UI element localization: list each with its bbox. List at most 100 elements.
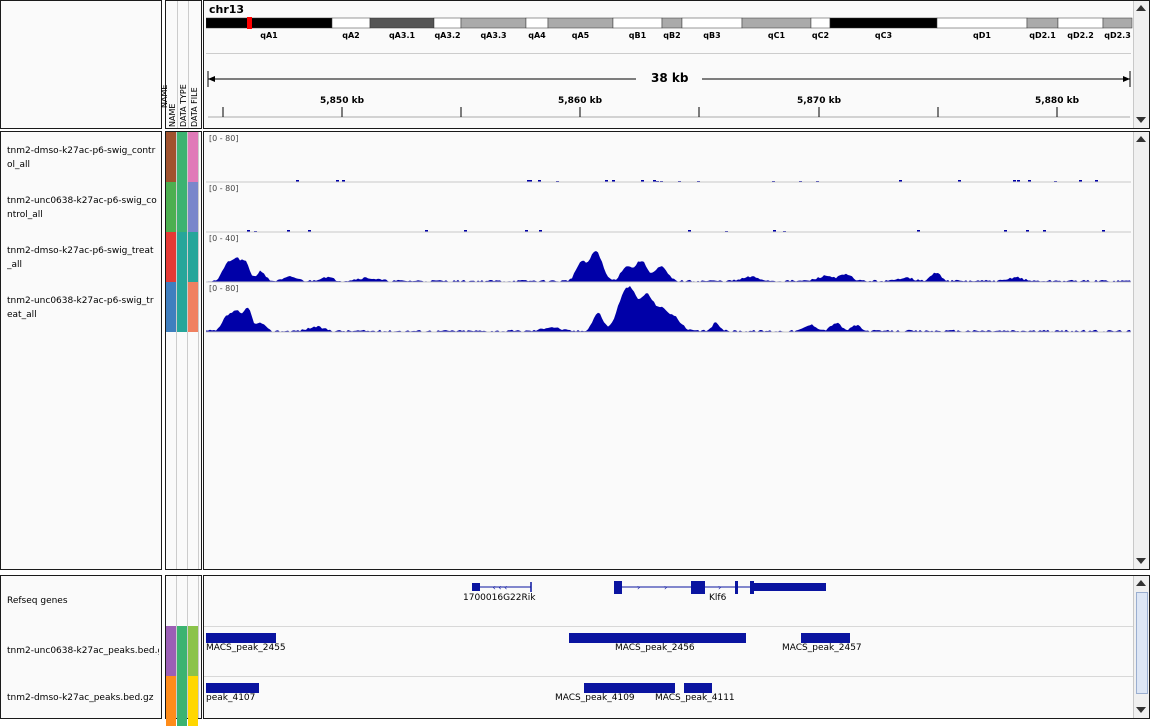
- attribute-cell[interactable]: [188, 676, 198, 726]
- track-name-dmso-control[interactable]: tnm2-dmso-k27ac-p6-swig_control_all: [7, 146, 156, 170]
- attribute-cell[interactable]: [166, 132, 176, 182]
- attr-header-data-file[interactable]: DATA FILE: [190, 87, 199, 127]
- feature-track-panel[interactable]: ‹ ‹ ‹ › › › 1700016G22Rik Klf6 MACS_peak…: [203, 575, 1150, 719]
- svg-text:›: ›: [664, 583, 667, 592]
- band-qd2-2: [1057, 17, 1104, 29]
- header-name-panel: [0, 0, 162, 129]
- peak-4109[interactable]: [584, 683, 675, 693]
- attribute-cell[interactable]: [188, 282, 198, 332]
- attribute-cell[interactable]: [166, 232, 176, 282]
- attribute-cell[interactable]: [177, 626, 187, 676]
- band-qa2: [331, 17, 371, 29]
- band-qb1: [612, 17, 663, 29]
- attribute-cell[interactable]: [188, 182, 198, 232]
- span-ruler: 5,850 kb 5,860 kb 5,870 kb 5,880 kb: [207, 71, 1131, 118]
- band-qd2-3: [1102, 17, 1133, 29]
- peak-4107[interactable]: [206, 683, 259, 693]
- tick-label: 5,880 kb: [1035, 96, 1080, 106]
- gene-label-klf6: Klf6: [709, 593, 727, 603]
- band-qa1: [206, 17, 333, 29]
- band-label: qA4: [528, 31, 546, 40]
- feature-scroll-thumb[interactable]: [1136, 592, 1148, 694]
- band-label: qD2.2: [1067, 31, 1094, 40]
- attribute-cell[interactable]: [166, 182, 176, 232]
- ideogram[interactable]: qA1 qA2 qA3.1 qA3.2 qA3.3 qA4 qA5 qB1 qB2 qB3 qC1 q…: [206, 17, 1133, 41]
- ideogram-current-region: [247, 17, 252, 29]
- feature-tracks: ‹ ‹ ‹ › › ›: [206, 581, 850, 693]
- feature-scrollbar[interactable]: [1133, 576, 1149, 718]
- attribute-cell[interactable]: [177, 282, 187, 332]
- range-unc-treat: [0 - 80]: [209, 284, 239, 293]
- data-track-panel[interactable]: [0 - 80] [0 - 80] [0 - 40] [0 - 80]: [203, 131, 1150, 570]
- attribute-cell[interactable]: [166, 282, 176, 332]
- attribute-cell[interactable]: [177, 132, 187, 182]
- band-qa3-1: [369, 17, 435, 29]
- track-name-refseq[interactable]: Refseq genes: [7, 596, 68, 606]
- band-label: qB3: [703, 31, 720, 40]
- track-name-dmso-peaks[interactable]: tnm2-dmso-k27ac_peaks.bed.gz: [7, 693, 154, 703]
- band-label: qA5: [572, 31, 590, 40]
- header-scrollbar[interactable]: [1133, 1, 1149, 128]
- range-unc-control: [0 - 80]: [209, 184, 239, 193]
- band-label: qA1: [260, 31, 278, 40]
- band-qc3: [829, 17, 938, 29]
- peak-2456[interactable]: [569, 633, 746, 643]
- ruler-panel: chr13 qA1 qA2 qA3.1 qA3.2 qA3.3 qA4 qA5 qB1 qB2 q…: [203, 0, 1150, 129]
- tick-label: 5,850 kb: [320, 96, 365, 106]
- band-label: qD1: [973, 31, 991, 40]
- feature-name-panel[interactable]: Refseq genes tnm2-unc0638-k27ac_peaks.be…: [0, 575, 162, 719]
- data-name-panel[interactable]: tnm2-dmso-k27ac-p6-swig_control_all tnm2…: [0, 131, 162, 570]
- attr-header-name-label[interactable]: NAME: [168, 103, 177, 127]
- gene-klf6[interactable]: › › ›: [614, 581, 826, 594]
- attr-header-data-type[interactable]: DATA TYPE: [179, 84, 188, 127]
- band-label: qB2: [663, 31, 680, 40]
- track-name-unc-control[interactable]: tnm2-unc0638-k27ac-p6-swig_control_all: [7, 196, 157, 220]
- band-label: qC2: [812, 31, 829, 40]
- range-dmso-treat: [0 - 40]: [209, 234, 239, 243]
- band-label: qA3.3: [480, 31, 506, 40]
- track-name-unc-peaks[interactable]: tnm2-unc0638-k27ac_peaks.bed.gz: [7, 646, 159, 656]
- data-attribute-panel: [165, 131, 202, 570]
- attribute-cell[interactable]: [188, 626, 198, 676]
- peak-2455[interactable]: [206, 633, 276, 643]
- span-arrow-left: [208, 76, 215, 82]
- band-label: qA2: [342, 31, 359, 40]
- band-qd1: [936, 17, 1028, 29]
- attribute-cell[interactable]: [188, 232, 198, 282]
- attribute-cell[interactable]: [166, 626, 176, 676]
- band-label: qA3.2: [434, 31, 460, 40]
- svg-text:‹ ‹ ‹: ‹ ‹ ‹: [493, 583, 508, 592]
- attribute-cell[interactable]: [166, 676, 176, 726]
- band-label: qD2.3: [1104, 31, 1131, 40]
- peak-4111[interactable]: [684, 683, 712, 693]
- track-name-dmso-treat[interactable]: tnm2-dmso-k27ac-p6-swig_treat_all: [7, 246, 154, 270]
- band-label: qA3.1: [389, 31, 416, 40]
- attribute-cell[interactable]: [177, 232, 187, 282]
- chromosome-label: chr13: [209, 3, 245, 16]
- span-label: 38 kb: [651, 71, 689, 85]
- header-attribute-panel: NAME: [160, 0, 202, 129]
- attribute-cell[interactable]: [177, 182, 187, 232]
- peak-label-2455: MACS_peak_2455: [206, 643, 286, 653]
- svg-text:›: ›: [718, 583, 721, 592]
- data-scrollbar[interactable]: [1133, 132, 1149, 569]
- track-name-unc-treat[interactable]: tnm2-unc0638-k27ac-p6-swig_treat_all: [7, 296, 154, 320]
- tick-label: 5,860 kb: [558, 96, 603, 106]
- band-label: qC3: [875, 31, 892, 40]
- band-label: qB1: [629, 31, 647, 40]
- gene-1700016g22rik[interactable]: ‹ ‹ ‹: [472, 582, 532, 592]
- svg-text:›: ›: [637, 583, 640, 592]
- peak-label-4111: MACS_peak_4111: [655, 693, 735, 703]
- band-label: qC1: [768, 31, 786, 40]
- band-qc1: [741, 17, 812, 29]
- signal-track: [206, 180, 1131, 183]
- peak-label-4109: MACS_peak_4109: [555, 693, 635, 703]
- attribute-cell[interactable]: [188, 132, 198, 182]
- span-arrow-right: [1123, 76, 1130, 82]
- attribute-cell[interactable]: [177, 676, 187, 726]
- signal-tracks: [206, 180, 1131, 333]
- peak-2457[interactable]: [801, 633, 850, 643]
- band-qb3: [681, 17, 743, 29]
- band-qc2: [810, 17, 831, 29]
- peak-label-4107: peak_4107: [206, 693, 256, 703]
